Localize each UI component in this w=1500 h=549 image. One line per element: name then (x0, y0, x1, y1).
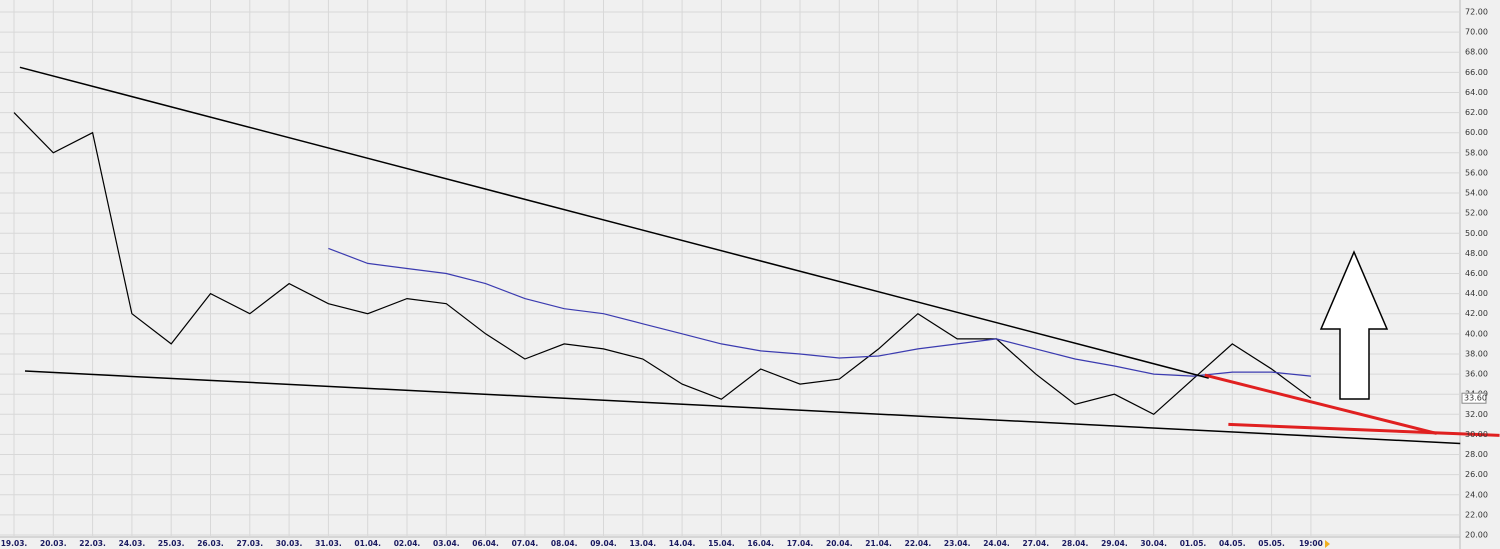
up-arrow (1319, 250, 1389, 400)
y-tick-label: 20.00 (1465, 531, 1488, 540)
y-tick-label: 30.00 (1465, 430, 1488, 439)
x-tick-label: 09.04. (590, 539, 617, 548)
y-tick-label: 70.00 (1465, 28, 1488, 37)
x-tick-label: 16.04. (747, 539, 774, 548)
last-price-label: 33.60 (1464, 394, 1487, 403)
y-tick-label: 50.00 (1465, 229, 1488, 238)
x-tick-label: 01.04. (354, 539, 381, 548)
scroll-marker (1325, 540, 1330, 548)
y-tick-label: 52.00 (1465, 209, 1488, 218)
price-line (13, 112, 1312, 416)
y-tick-label: 46.00 (1465, 269, 1488, 278)
x-tick-label: 14.04. (669, 539, 696, 548)
y-tick-label: 56.00 (1465, 168, 1488, 177)
last-price-box (1461, 392, 1487, 404)
x-tick-label: 19.03. (1, 539, 28, 548)
y-tick-label: 28.00 (1465, 450, 1488, 459)
y-tick-label: 24.00 (1465, 490, 1488, 499)
y-tick-label: 32.00 (1465, 410, 1488, 419)
x-tick-label: 01.05. (1180, 539, 1207, 548)
y-tick-label: 54.00 (1465, 189, 1488, 198)
y-tick-label: 44.00 (1465, 289, 1488, 298)
x-tick-label: 17.04. (787, 539, 814, 548)
y-tick-label: 66.00 (1465, 68, 1488, 77)
x-tick-label: 15.04. (708, 539, 735, 548)
x-tick-label: 21.04. (865, 539, 892, 548)
y-tick-label: 62.00 (1465, 108, 1488, 117)
x-tick-label: 03.04. (433, 539, 460, 548)
trend-line (24, 370, 1461, 445)
x-tick-label: 07.04. (512, 539, 539, 548)
x-tick-label: 19:00 (1299, 539, 1323, 548)
x-tick-label: 04.05. (1219, 539, 1246, 548)
y-tick-label: 42.00 (1465, 309, 1488, 318)
x-tick-label: 28.04. (1062, 539, 1089, 548)
trend-line (19, 66, 1209, 379)
x-tick-label: 25.03. (158, 539, 185, 548)
x-tick-label: 30.04. (1140, 539, 1167, 548)
y-tick-label: 26.00 (1465, 470, 1488, 479)
y-tick-label: 68.00 (1465, 48, 1488, 57)
x-tick-label: 30.03. (276, 539, 303, 548)
x-tick-label: 29.04. (1101, 539, 1128, 548)
x-tick-label: 22.04. (905, 539, 932, 548)
x-tick-label: 22.03. (79, 539, 106, 548)
x-tick-label: 23.04. (944, 539, 971, 548)
trend-line (1204, 373, 1438, 435)
x-tick-label: 13.04. (630, 539, 657, 548)
y-tick-label: 48.00 (1465, 249, 1488, 258)
y-tick-label: 58.00 (1465, 148, 1488, 157)
x-tick-label: 05.05. (1258, 539, 1285, 548)
x-tick-label: 08.04. (551, 539, 578, 548)
x-tick-label: 20.03. (40, 539, 67, 548)
y-tick-label: 38.00 (1465, 349, 1488, 358)
y-tick-label: 72.00 (1465, 8, 1488, 17)
x-tick-label: 06.04. (472, 539, 499, 548)
x-tick-label: 24.04. (983, 539, 1010, 548)
x-tick-label: 31.03. (315, 539, 342, 548)
x-tick-label: 02.04. (394, 539, 421, 548)
price-line (328, 247, 1311, 377)
trend-line (1228, 422, 1500, 437)
y-tick-label: 36.00 (1465, 370, 1488, 379)
x-tick-label: 26.03. (197, 539, 224, 548)
x-tick-label: 27.03. (237, 539, 264, 548)
y-tick-label: 22.00 (1465, 510, 1488, 519)
y-tick-label: 40.00 (1465, 329, 1488, 338)
y-tick-label: 60.00 (1465, 128, 1488, 137)
x-tick-label: 20.04. (826, 539, 853, 548)
y-tick-label: 64.00 (1465, 88, 1488, 97)
x-tick-label: 24.03. (119, 539, 146, 548)
x-tick-label: 27.04. (1023, 539, 1050, 548)
